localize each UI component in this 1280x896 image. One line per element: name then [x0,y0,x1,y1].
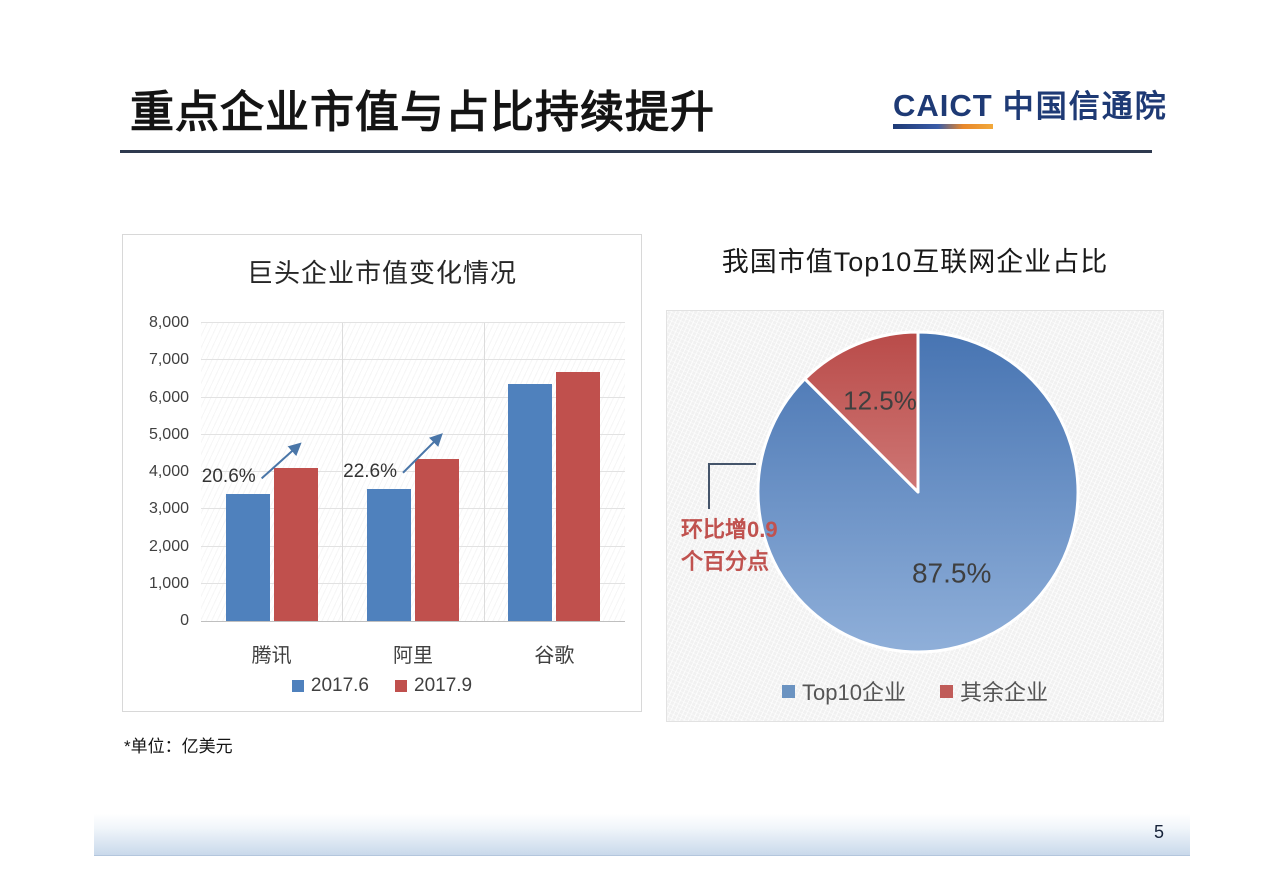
bar [367,488,411,621]
bar-legend: 2017.6 2017.9 [123,675,641,697]
y-axis-tick: 8,000 [148,314,189,331]
bar [556,371,601,621]
caict-logo: CAICT 中国信通院 [893,89,1168,129]
y-axis-tick: 7,000 [148,351,189,369]
footer-band: 5 [94,814,1190,856]
gridline [201,545,625,547]
legend-item-2017-9: 2017.9 [395,675,472,697]
bar-chart-title: 巨头企业市值变化情况 [246,258,517,288]
pie-slice-label-1: 12.5% [843,385,917,415]
gridline [201,322,625,323]
pie-chart-title: 我国市值Top10互联网企业占比 [721,247,1109,277]
y-axis-tick: 5,000 [148,425,189,443]
bar [273,468,318,621]
bar-plot-area [201,322,625,622]
legend-swatch-2017-6 [291,680,304,692]
logo-acronym-block: CAICT [893,90,993,129]
y-axis-tick: 3,000 [148,500,189,518]
annotation-connector [708,463,756,509]
y-axis-tick: 6,000 [148,388,189,406]
pie-annotation-line2: 个百分点 [681,548,770,574]
legend-label-2017-6: 2017.6 [310,675,369,696]
legend-label-top10: Top10企业 [802,680,906,705]
growth-annotation: 20.6% [201,466,256,488]
x-axis-label: 谷歌 [534,645,575,667]
y-axis-tick: 1,000 [148,574,189,592]
legend-swatch-others [939,684,953,698]
bar [225,494,270,621]
page-title: 重点企业市值与占比持续提升 [130,88,715,137]
unit-footnote: *单位：亿美元 [124,737,233,756]
pie-annotation-line1: 环比增0.9 [681,517,778,542]
y-axis-tick: 0 [180,612,189,629]
gridline [483,323,485,621]
legend-swatch-2017-9 [395,680,407,692]
legend-label-2017-9: 2017.9 [414,675,473,696]
pie-slice-label-0: 87.5% [912,557,991,588]
legend-item-2017-6: 2017.6 [291,675,369,697]
logo-gradient-bar [893,124,993,129]
pie-annotation: 环比增0.9 个百分点 [681,514,778,578]
title-underline [120,150,1152,153]
gridline [201,359,625,361]
pie-legend: Top10企业 其余企业 [667,675,1163,707]
logo-acronym: CAICT [893,88,993,123]
pie-svg: 87.5% 12.5% [708,330,1080,654]
legend-item-others: 其余企业 [939,675,1048,707]
y-axis-tick: 4,000 [148,463,189,480]
pie-chart-panel: 87.5% 12.5% 环比增0.9 个百分点 Top10企业 其余企业 [666,310,1164,722]
gridline [201,582,625,584]
gridline [342,323,344,621]
legend-item-top10: Top10企业 [782,675,906,707]
legend-swatch-top10 [782,684,796,698]
page-number: 5 [1153,822,1164,842]
y-axis-tick: 2,000 [148,537,189,555]
gridline [201,508,625,510]
legend-label-others: 其余企业 [959,680,1048,705]
logo-name: 中国信通院 [1002,89,1168,124]
x-axis-label: 腾讯 [251,645,292,667]
bar [415,458,459,621]
growth-annotation: 22.6% [343,460,397,482]
pie-slice-1 [803,330,920,494]
x-axis-label: 阿里 [393,645,433,667]
gridline [201,433,625,435]
bar [508,384,553,621]
bar-chart-panel: 巨头企业市值变化情况 2017.6 2017.9 0 1,000 2,000 3,00… [122,234,642,712]
gridline [201,396,625,398]
